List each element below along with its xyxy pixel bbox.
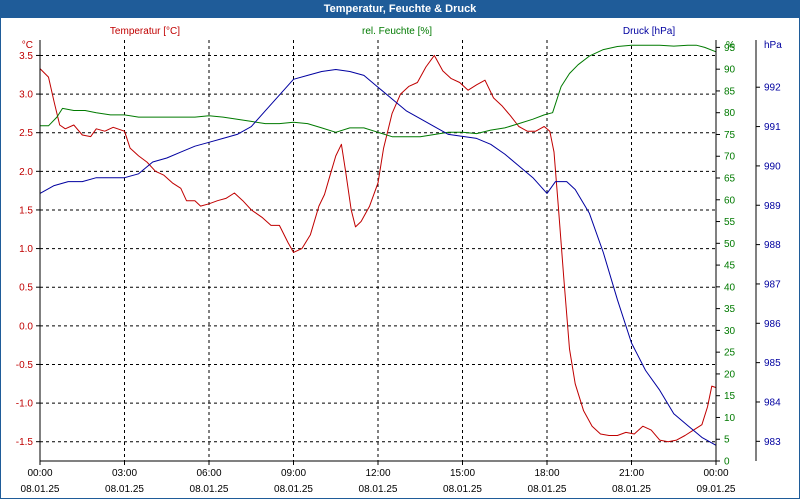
pressure-tick-label: 988 <box>764 240 781 251</box>
pressure-line <box>39 69 717 446</box>
pressure-tick-label: 986 <box>764 319 781 330</box>
legend-temperature: Temperatur [°C] <box>110 26 180 37</box>
pressure-tick-label: 990 <box>764 161 781 172</box>
humidity-tick-label: 30 <box>724 326 736 337</box>
x-tick-date-label: 09.01.25 <box>697 484 736 495</box>
x-tick-time-label: 03:00 <box>112 468 137 479</box>
x-tick-time-label: 21:00 <box>619 468 644 479</box>
x-tick-date-label: 08.01.25 <box>612 484 651 495</box>
humidity-tick-label: 20 <box>724 369 736 380</box>
humidity-tick-label: 70 <box>724 152 736 163</box>
humidity-tick-label: 15 <box>724 391 736 402</box>
x-tick-date-label: 08.01.25 <box>105 484 144 495</box>
x-tick-time-label: 00:00 <box>703 468 728 479</box>
temperature-unit-label: °C <box>22 40 33 51</box>
axis-ticks: 00:00 08.01.25 03:00 08.01.25 06:00 08.01.25 0… <box>16 43 781 495</box>
pressure-tick-label: 983 <box>764 437 781 448</box>
legend-humidity: rel. Feuchte [%] <box>362 26 432 37</box>
temperature-tick-label: 0.0 <box>19 321 33 332</box>
pressure-tick-label: 984 <box>764 397 781 408</box>
x-tick-time-label: 06:00 <box>196 468 221 479</box>
temperature-tick-label: -1.5 <box>16 437 34 448</box>
humidity-tick-label: 75 <box>724 130 736 141</box>
humidity-tick-label: 55 <box>724 217 736 228</box>
pressure-tick-label: 987 <box>764 279 781 290</box>
temperature-tick-label: 2.5 <box>19 128 33 139</box>
humidity-tick-label: 5 <box>724 435 730 446</box>
x-tick-time-label: 12:00 <box>365 468 390 479</box>
x-tick-date-label: 08.01.25 <box>274 484 313 495</box>
humidity-tick-label: 25 <box>724 348 736 359</box>
x-tick-date-label: 08.01.25 <box>190 484 229 495</box>
temperature-tick-label: 3.5 <box>19 51 33 62</box>
humidity-tick-label: 50 <box>724 239 736 250</box>
humidity-unit-label: % <box>726 40 735 51</box>
x-tick-date-label: 08.01.25 <box>359 484 398 495</box>
x-tick-date-label: 08.01.25 <box>21 484 60 495</box>
humidity-tick-label: 90 <box>724 65 736 76</box>
humidity-tick-label: 45 <box>724 261 736 272</box>
series-lines <box>39 44 717 446</box>
humidity-tick-label: 40 <box>724 282 736 293</box>
humidity-tick-label: 95 <box>724 43 736 54</box>
legend-pressure: Druck [hPa] <box>623 26 675 37</box>
x-tick-time-label: 18:00 <box>534 468 559 479</box>
pressure-tick-label: 985 <box>764 358 781 369</box>
x-tick-time-label: 09:00 <box>281 468 306 479</box>
temperature-tick-label: 1.0 <box>19 244 33 255</box>
humidity-tick-label: 10 <box>724 413 736 424</box>
temperature-tick-label: -1.0 <box>16 399 34 410</box>
temperature-tick-label: 2.0 <box>19 167 33 178</box>
x-tick-date-label: 08.01.25 <box>528 484 567 495</box>
temperature-tick-label: -0.5 <box>16 360 34 371</box>
temperature-tick-label: 3.0 <box>19 90 33 101</box>
humidity-tick-label: 80 <box>724 108 736 119</box>
temperature-line <box>39 54 717 443</box>
x-tick-time-label: 15:00 <box>450 468 475 479</box>
x-tick-date-label: 08.01.25 <box>443 484 482 495</box>
pressure-tick-label: 991 <box>764 122 781 133</box>
pressure-unit-label: hPa <box>764 40 782 51</box>
humidity-tick-label: 0 <box>724 457 730 468</box>
humidity-tick-label: 85 <box>724 86 736 97</box>
temperature-tick-label: 0.5 <box>19 283 33 294</box>
pressure-tick-label: 992 <box>764 83 781 94</box>
humidity-tick-label: 60 <box>724 195 736 206</box>
x-tick-time-label: 00:00 <box>27 468 52 479</box>
humidity-tick-label: 65 <box>724 174 736 185</box>
chart-title: Temperatur, Feuchte & Druck <box>0 0 800 18</box>
temperature-tick-label: 1.5 <box>19 205 33 216</box>
pressure-tick-label: 989 <box>764 201 781 212</box>
humidity-line <box>40 44 717 138</box>
humidity-tick-label: 35 <box>724 304 736 315</box>
